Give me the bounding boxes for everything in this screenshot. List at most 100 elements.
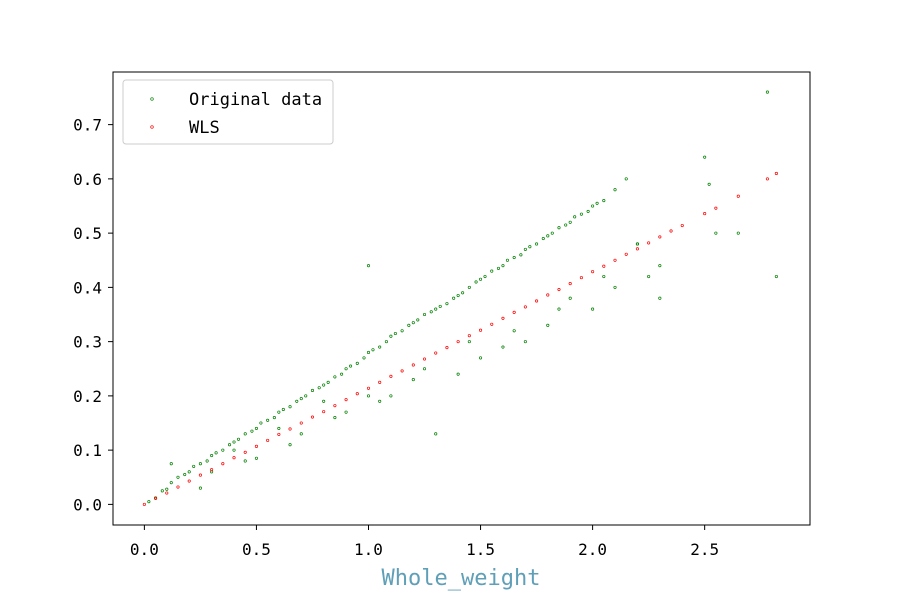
original-data-point [411, 378, 415, 382]
original-data-point [658, 296, 662, 300]
original-data-point [456, 372, 460, 376]
original-data-point [647, 274, 651, 279]
wls-point [221, 462, 225, 466]
original-data-point [389, 394, 393, 398]
wls-point [154, 496, 158, 500]
original-data-point [573, 215, 577, 219]
original-data-point [384, 340, 388, 344]
wls-point [288, 427, 292, 431]
wls-point [434, 351, 438, 355]
original-data-point [501, 264, 505, 268]
legend: Original data WLS [122, 79, 334, 145]
original-data-point [478, 356, 483, 360]
original-data-point [550, 231, 554, 235]
original-data-point [366, 350, 371, 355]
original-data-point [340, 372, 344, 376]
original-data-point [349, 364, 353, 368]
wls-point [658, 235, 662, 239]
wls-point [512, 310, 516, 314]
original-data-point [378, 345, 382, 349]
wls-point [322, 410, 326, 414]
original-data-point [322, 383, 326, 387]
wls-point [591, 270, 595, 274]
y-tick-label: 0.4 [73, 278, 102, 297]
wls-point [546, 293, 550, 297]
original-data-point [505, 258, 509, 262]
original-data-point [254, 426, 258, 430]
original-data-point [254, 456, 258, 460]
legend-label-original-data: Original data [189, 90, 322, 110]
wls-point [310, 415, 315, 419]
wls-point [422, 357, 427, 361]
x-tick-label: 1.0 [354, 540, 383, 559]
wls-point [523, 305, 527, 309]
original-data-point [586, 209, 590, 213]
original-data-point [714, 231, 718, 235]
y-tick-label: 0.1 [73, 441, 102, 460]
original-data-point [147, 500, 151, 504]
original-data-point [635, 242, 639, 246]
y-tick-label: 0.0 [73, 495, 102, 514]
original-data-point [422, 367, 427, 371]
original-data-point [501, 345, 505, 349]
original-data-point [326, 380, 330, 384]
original-data-point [512, 255, 516, 260]
original-data-point [310, 388, 315, 393]
wls-point [501, 316, 505, 320]
original-data-point [236, 437, 241, 441]
original-data-point [232, 440, 236, 444]
wls-point [277, 432, 281, 436]
y-tick-label: 0.7 [73, 116, 102, 135]
original-data-point [434, 307, 438, 311]
wls-point [680, 223, 684, 228]
original-data-point [523, 247, 527, 251]
original-data-point [232, 448, 236, 452]
original-data-point [317, 386, 321, 390]
wls-point [669, 229, 673, 233]
original-data-point [765, 90, 769, 94]
x-tick-label: 0.0 [130, 540, 159, 559]
original-data-point [299, 432, 303, 436]
wls-point [557, 287, 561, 292]
wls-point [411, 363, 415, 367]
original-data-point [362, 356, 366, 360]
wls-point [344, 398, 348, 402]
legend-marker-wls [150, 125, 154, 129]
original-data-point [429, 310, 433, 314]
wls-point [624, 252, 628, 256]
wls-point [568, 282, 572, 286]
wls-point [389, 374, 393, 378]
wls-point [355, 392, 359, 396]
wls-point [299, 421, 303, 425]
original-data-point [707, 182, 711, 186]
original-data-point [478, 277, 483, 281]
wls-point [210, 468, 214, 472]
original-data-point [304, 394, 308, 398]
original-data-point [557, 307, 561, 311]
wls-point [176, 485, 180, 489]
x-axis-label: Whole_weight [382, 566, 541, 591]
original-data-point [198, 486, 202, 490]
y-tick-label: 0.5 [73, 224, 102, 243]
y-tick-label: 0.2 [73, 387, 102, 406]
original-data-point [355, 361, 359, 365]
original-data-point [295, 399, 299, 403]
wls-point [736, 194, 740, 198]
original-data-point [490, 269, 494, 273]
original-data-point [333, 416, 337, 420]
original-data-point [243, 432, 247, 436]
original-data-point [624, 177, 628, 181]
original-data-point [169, 481, 173, 485]
original-data-point [205, 459, 209, 463]
original-data-point [371, 348, 375, 352]
y-tick-label: 0.3 [73, 333, 102, 352]
original-data-point [277, 426, 281, 430]
original-data-point [546, 234, 550, 238]
original-data-point [288, 405, 292, 409]
original-data-point [214, 451, 218, 455]
wls-point [400, 369, 404, 373]
original-data-point [434, 432, 438, 436]
original-data-point [322, 399, 326, 403]
original-data-point [187, 470, 191, 474]
original-data-point [333, 375, 337, 379]
